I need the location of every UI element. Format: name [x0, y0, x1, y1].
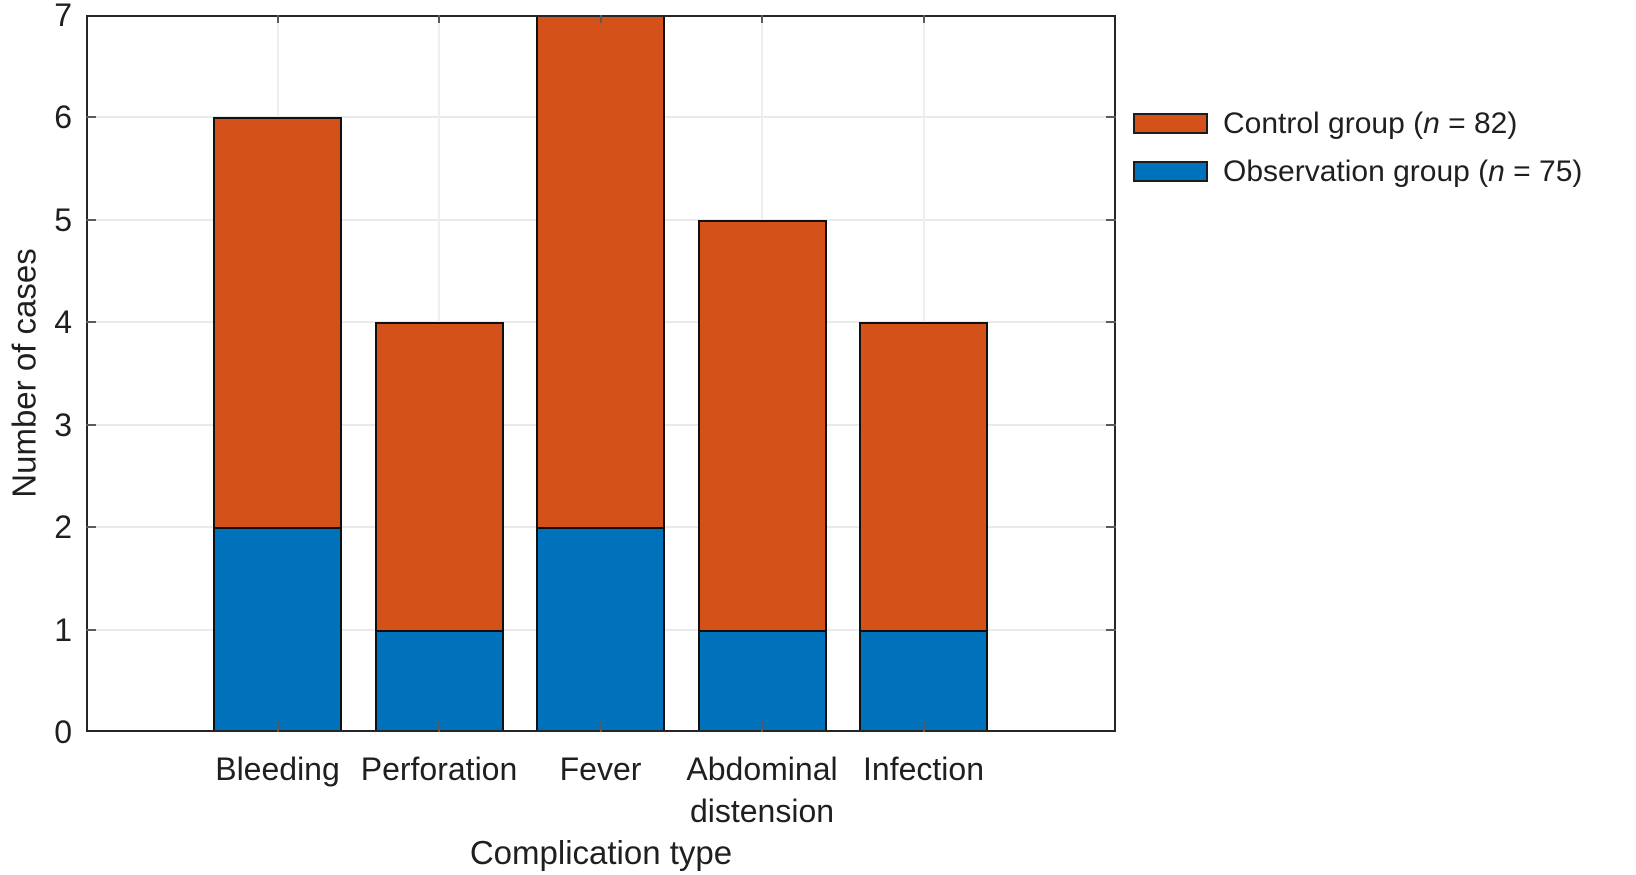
y-tick-right-3 [1106, 423, 1116, 426]
y-tick-right-1 [1106, 628, 1116, 631]
legend: Control group (n = 82) Observation group … [1133, 103, 1582, 199]
plot-area [86, 15, 1116, 732]
x-tick-label-infection: Infection [863, 751, 984, 787]
x-tick-label-fever: Fever [559, 751, 642, 787]
bar-segment-observation-abdominal-distension [697, 629, 827, 732]
legend-label-pre: Control group ( [1223, 106, 1424, 140]
bar-segment-control-perforation [374, 322, 504, 632]
legend-label-post: = 82) [1439, 106, 1518, 140]
legend-label-control: Control group (n = 82) [1223, 107, 1517, 141]
x-tick-bottom-fever [599, 722, 602, 732]
y-tick-label-3: 3 [54, 406, 72, 443]
bar-segment-observation-fever [536, 527, 665, 732]
y-tick-label-1: 1 [54, 611, 72, 648]
legend-label-observation: Observation group (n = 75) [1223, 155, 1582, 189]
y-tick-label-5: 5 [54, 201, 72, 238]
x-tick-bottom-infection [922, 722, 925, 732]
bar-segment-control-bleeding [213, 117, 342, 530]
y-tick-right-6 [1106, 116, 1116, 119]
y-tick-left-6 [86, 116, 96, 119]
y-tick-left-3 [86, 423, 96, 426]
legend-label-n-variable: n [1488, 154, 1505, 188]
y-tick-label-7: 7 [54, 0, 72, 33]
y-tick-left-4 [86, 321, 96, 324]
x-tick-label-perforation: Perforation [360, 751, 518, 787]
y-tick-label-2: 2 [54, 509, 72, 546]
y-tick-left-1 [86, 628, 96, 631]
x-tick-top-abdominal-distension [761, 15, 763, 23]
legend-swatch-control [1133, 113, 1208, 134]
y-tick-label-4: 4 [54, 304, 72, 341]
bar-segment-control-abdominal-distension [697, 219, 827, 632]
y-tick-label-6: 6 [54, 99, 72, 136]
y-tick-left-5 [86, 218, 96, 221]
x-axis-title: Complication type [469, 834, 733, 871]
legend-label-post: = 75) [1504, 154, 1583, 188]
y-tick-label-0: 0 [54, 714, 72, 750]
x-tick-top-fever [599, 15, 602, 23]
x-tick-top-infection [922, 15, 925, 23]
bar-segment-control-fever [536, 15, 665, 530]
legend-swatch-observation [1133, 161, 1208, 182]
bar-segment-observation-perforation [374, 629, 504, 732]
legend-item-observation: Observation group (n = 75) [1133, 151, 1582, 192]
bar-segment-observation-bleeding [213, 527, 342, 732]
x-tick-bottom-perforation [438, 722, 440, 732]
y-tick-right-2 [1106, 526, 1116, 529]
bar-segment-control-infection [859, 322, 988, 632]
legend-item-control: Control group (n = 82) [1133, 103, 1582, 144]
x-tick-bottom-bleeding [276, 722, 279, 732]
x-tick-label-bleeding: Bleeding [215, 751, 340, 787]
x-tick-top-bleeding [276, 15, 279, 23]
legend-label-pre: Observation group ( [1223, 154, 1489, 188]
y-tick-right-5 [1106, 218, 1116, 221]
x-tick-bottom-abdominal-distension [761, 722, 763, 732]
bar-segment-observation-infection [859, 629, 988, 732]
y-tick-left-2 [86, 526, 96, 529]
x-tick-label-abdominal-distension: Abdominal distension [686, 751, 838, 829]
x-tick-top-perforation [438, 15, 440, 23]
y-tick-right-4 [1106, 321, 1116, 324]
legend-label-n-variable: n [1423, 106, 1440, 140]
